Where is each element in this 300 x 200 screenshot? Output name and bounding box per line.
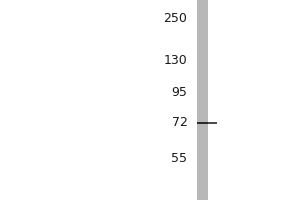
Bar	[197, 0, 208, 200]
Text: 55: 55	[172, 152, 188, 164]
Text: 250: 250	[164, 11, 188, 24]
Text: 72: 72	[172, 116, 188, 130]
Text: 130: 130	[164, 53, 188, 66]
Bar	[197, 122, 208, 124]
Text: 95: 95	[172, 86, 188, 98]
